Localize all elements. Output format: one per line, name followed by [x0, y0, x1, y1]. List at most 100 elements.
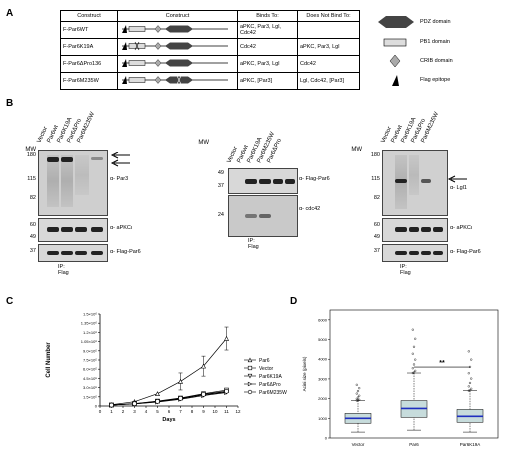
category-label: Vector: [352, 442, 365, 447]
outlier-point: [412, 345, 416, 348]
crib-domain-icon: [154, 76, 162, 84]
construct-diagram: [117, 38, 238, 56]
header-construct: Construct: [60, 10, 118, 22]
construct-m235w-diagram: [122, 75, 228, 85]
not-binds-cell: aPKC, Par3, Lgl: [297, 38, 360, 56]
y-tick-label: 0: [95, 404, 98, 409]
construct-diagram: [117, 72, 238, 90]
legend-pdz: PDZ domain: [420, 19, 451, 25]
outlier-point: [358, 398, 361, 401]
growth-chart: 0 1.5×10⁵ 3.0×10⁵ 4.5×10⁵ 6.0×10⁵ 7.5×10⁵ 9.0×…: [46, 312, 287, 424]
flag-epitope-icon: [122, 76, 127, 84]
y-tick-label: 7.5×10⁵: [83, 358, 97, 363]
blot-flag: [382, 244, 448, 262]
x-tick-label: 11: [224, 409, 229, 414]
header-binds: Binds To:: [237, 10, 298, 22]
mw-title: MW: [198, 140, 209, 146]
legend-pb1: PB1 domain: [420, 39, 450, 45]
outlier-point: [411, 367, 414, 370]
data-point: [178, 396, 183, 401]
y-tick-label: 1000: [318, 416, 328, 421]
data-point: [155, 399, 160, 404]
y-tick-label: 6.0×10⁵: [83, 367, 97, 372]
mw-title: MW: [25, 147, 36, 153]
outlier-point: [414, 369, 417, 372]
legend-label: Vector: [259, 366, 274, 372]
construct-diagram: [117, 21, 238, 39]
mw-title: MW: [351, 147, 362, 153]
arrow-icon: [447, 175, 467, 183]
mw-marker: 82: [29, 195, 36, 201]
box-2: [456, 350, 484, 433]
crib-legend-icon: [389, 54, 401, 68]
construct-k19a-diagram: [122, 41, 228, 51]
series-3: [109, 390, 230, 408]
blot-label: α- Flag-Par6: [450, 249, 481, 255]
construct-diagram: [117, 55, 238, 73]
binds-cell: aPKC, Par3, Lgl, Cdc42: [237, 21, 298, 39]
y-tick-label: 2000: [318, 396, 328, 401]
outlier-point: [468, 381, 472, 385]
mw-marker: 24: [217, 212, 224, 218]
domain-legend-icons: [378, 16, 414, 86]
mw-marker: 37: [217, 183, 224, 189]
binds-cell: aPKC, Par3, Lgl: [237, 55, 298, 73]
pdz-domain-icon: [165, 59, 193, 67]
header-not-binds: Does Not Bind To:: [297, 10, 360, 22]
blot-lgl1: [382, 150, 448, 216]
not-binds-cell: Lgl, Cdc42, [Par3]: [297, 72, 360, 90]
outlier-point: [358, 387, 361, 390]
outlier-point: [467, 389, 470, 392]
mw-marker: 60: [29, 222, 36, 228]
header-construct-diagram: Construct: [117, 10, 238, 22]
outlier-point: [468, 389, 472, 392]
pb1-legend-icon: [383, 38, 407, 47]
not-binds-cell: [297, 21, 360, 39]
construct-table: Construct Construct Binds To: Does Not B…: [60, 10, 360, 90]
x-tick-label: 3: [133, 409, 136, 414]
y-tick-label: 9.0×10⁵: [83, 348, 97, 353]
x-tick-label: 7: [179, 409, 182, 414]
x-tick-label: 5: [156, 409, 159, 414]
data-point: [224, 335, 229, 341]
outlier-point: [356, 399, 360, 402]
not-binds-cell: Cdc42: [297, 55, 360, 73]
data-point: [247, 373, 253, 379]
outlier-point: [356, 389, 360, 393]
blot-label: α- cdc42: [299, 206, 321, 212]
construct-name: F-Par6ΔPro136: [60, 55, 118, 73]
x-tick-label: 10: [212, 409, 218, 414]
construct-name: F-Par6WT: [60, 21, 118, 39]
y-axis-label: Cell Number: [46, 342, 52, 378]
legend-crib: CRIB domain: [420, 58, 453, 64]
mw-marker: 37: [373, 248, 380, 254]
outlier-point: [470, 377, 473, 380]
blot-apkc: [38, 218, 108, 242]
x-axis-label: Days: [162, 417, 175, 423]
crib-domain-icon: [154, 25, 162, 33]
table-header-row: Construct Construct Binds To: Does Not B…: [60, 10, 360, 22]
y-tick-label: 1.2×10⁶: [83, 330, 97, 335]
table-row: F-Par6M235W aPKC, [Par3] Lgl, Cdc42, [Pa…: [60, 72, 360, 90]
y-tick-label: 5000: [318, 337, 328, 342]
construct-name: F-Par6M235W: [60, 72, 118, 90]
legend-label: Par6: [259, 358, 270, 364]
flag-epitope-icon: [122, 42, 127, 50]
x-tick-label: 9: [202, 409, 205, 414]
table-row: F-Par6ΔPro136 aPKC, Par3, Lgl Cdc42: [60, 55, 360, 73]
x-tick-label: 2: [122, 409, 125, 414]
outlier-point: [355, 383, 358, 386]
data-point: [132, 401, 137, 406]
legend-flag: Flag epitope: [420, 77, 451, 83]
flag-epitope-icon: [122, 59, 127, 67]
category-label: Par6: [409, 442, 419, 447]
data-point: [155, 391, 160, 397]
blot-label: α- Lgl1: [450, 185, 467, 191]
pdz-legend-icon: [378, 16, 414, 28]
series-line: [111, 338, 227, 406]
crib-domain-icon: [154, 59, 162, 67]
ip-label: IP: Flag: [248, 238, 259, 250]
mw-marker: 82: [373, 195, 380, 201]
blot-apkc: [382, 218, 448, 242]
x-tick-label: 0: [99, 409, 102, 414]
